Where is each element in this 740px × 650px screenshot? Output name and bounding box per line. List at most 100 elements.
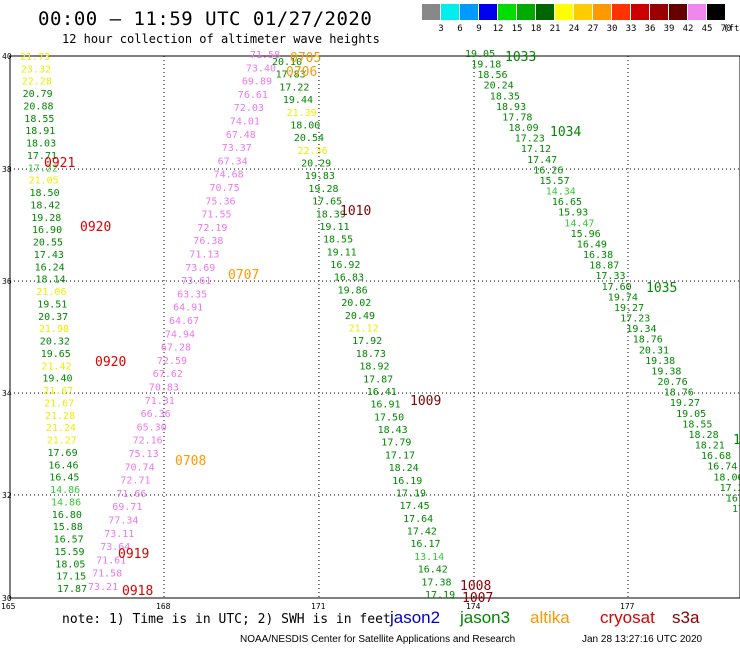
wave-height-value: 73.64 [100, 542, 130, 553]
wave-height-value: 64.67 [169, 316, 199, 327]
wave-height-value: 19.44 [283, 95, 313, 106]
wave-height-value: 64.91 [173, 303, 203, 314]
wave-height-value: 17.19 [396, 489, 426, 500]
wave-height-value: 18.55 [682, 419, 712, 430]
wave-height-value: 16.65 [552, 197, 582, 208]
wave-height-value: 18.55 [24, 114, 54, 125]
wave-height-value: 22.28 [22, 77, 52, 88]
pass-time-label: 0707 [228, 268, 259, 283]
pass-time-label: 1009 [410, 394, 441, 409]
wave-height-value: 21.27 [47, 436, 77, 447]
wave-height-value: 19.05 [465, 49, 495, 60]
wave-height-value: 14.47 [564, 218, 594, 229]
wave-height-value: 17.79 [381, 438, 411, 449]
wave-height-value: 21.05 [29, 176, 59, 187]
wave-height-value: 19.38 [645, 356, 675, 367]
wave-height-value: 17.83 [276, 70, 306, 81]
wave-height-value: 17.69 [48, 448, 78, 459]
wave-height-value: 16.68 [701, 451, 731, 462]
wave-height-value: 73.11 [104, 529, 134, 540]
colorbar-unit: (ft) [723, 24, 740, 34]
wave-height-value: 17.50 [374, 412, 404, 423]
wave-height-value: 21.24 [46, 423, 76, 434]
credit-line: NOAA/NESDIS Center for Satellite Applica… [240, 634, 516, 645]
wave-height-value: 74.94 [165, 329, 195, 340]
wave-height-value: 21.98 [39, 324, 69, 335]
footer-note: note: 1) Time is in UTC; 2) SWH is in fe… [62, 612, 391, 627]
wave-height-value: 18.03 [26, 139, 56, 150]
colorbar-swatch [536, 4, 554, 20]
wave-height-value: 19.34 [626, 324, 656, 335]
wave-height-value: 17.23 [620, 314, 650, 325]
latitude-label: 40 [2, 52, 12, 61]
wave-height-value: 19.27 [670, 398, 700, 409]
track-layer: 21.7323.3222.2820.7920.8818.5518.9118.03… [20, 49, 740, 601]
wave-height-value: 18.87 [589, 261, 619, 272]
colorbar-swatch [688, 4, 706, 20]
wave-height-value: 76.61 [238, 90, 268, 101]
colorbar-tick-label: 33 [625, 24, 637, 34]
wave-height-value: 16.83 [334, 273, 364, 284]
colorbar-swatch [517, 4, 535, 20]
wave-height-value: 17.38 [421, 577, 451, 588]
map-title: 00:00 – 11:59 UTC 01/27/2020 [38, 8, 373, 30]
wave-height-value: 15.88 [53, 522, 83, 533]
wave-height-value: 71.58 [250, 50, 280, 61]
wave-height-value: 74.68 [214, 170, 244, 181]
wave-height-value: 17.19 [425, 590, 455, 601]
colorbar-tick-label: 39 [663, 24, 675, 34]
wave-height-value: 21.12 [349, 324, 379, 335]
wave-height-value: 20.49 [345, 311, 375, 322]
wave-height-value: 16.17 [410, 539, 440, 550]
pass-time-label: 1010 [340, 204, 371, 219]
colorbar-tick-label: 6 [457, 24, 463, 34]
colorbar-swatch [422, 4, 440, 20]
colorbar-tick-label: 21 [549, 24, 561, 34]
wave-height-value: 67.28 [161, 343, 191, 354]
wave-height-value: 17.17 [385, 450, 415, 461]
legend-altika: altika [530, 608, 570, 627]
wave-height-value: 21.67 [43, 386, 73, 397]
wave-height-value: 72.59 [157, 356, 187, 367]
wave-height-value: 18.73 [356, 349, 386, 360]
wave-height-value: 18.24 [389, 463, 419, 474]
wave-height-value: 21.28 [45, 411, 75, 422]
wave-height-value: 19.11 [327, 247, 357, 258]
longitude-label: 174 [466, 602, 481, 611]
colorbar-tick-label: 70 [720, 24, 732, 34]
wave-height-value: 71.13 [189, 250, 219, 261]
wave-height-value: 73.37 [222, 143, 252, 154]
latitude-label: 32 [2, 491, 12, 500]
pass-time-label: 1008 [460, 579, 491, 594]
colorbar-swatch [555, 4, 573, 20]
wave-height-value: 15.57 [540, 176, 570, 187]
wave-height-value: 17.87 [57, 584, 87, 595]
wave-height-value: 16.80 [52, 510, 82, 521]
wave-height-value: 19.28 [31, 213, 61, 224]
wave-height-value: 19.74 [608, 292, 638, 303]
wave-height-value: 71.58 [92, 569, 122, 580]
wave-height-value: 20.29 [301, 159, 331, 170]
wave-height-value: 14.86 [50, 485, 80, 496]
wave-height-value: 16.38 [583, 250, 613, 261]
generated-timestamp: Jan 28 13:27:16 UTC 2020 [582, 634, 703, 645]
colorbar-swatch [612, 4, 630, 20]
wave-height-value: 17.15 [56, 572, 86, 583]
wave-height-value: 16.26 [533, 165, 563, 176]
wave-height-value: 19.27 [614, 303, 644, 314]
wave-height-value: 16.41 [367, 387, 397, 398]
wave-height-value: 67.62 [153, 369, 183, 380]
wave-height-value: 17.64 [403, 514, 433, 525]
wave-height-value: 16.7 [726, 493, 740, 504]
wave-height-value: 18.42 [30, 201, 60, 212]
wave-height-value: 20.76 [658, 377, 688, 388]
wave-height-value: 18.56 [477, 70, 507, 81]
colorbar-tick-label: 27 [587, 24, 599, 34]
colorbar-swatch [460, 4, 478, 20]
latitude-label: 30 [2, 594, 12, 603]
wave-height-value: 17.22 [279, 82, 309, 93]
colorbar-swatch [631, 4, 649, 20]
wave-height-value: 19.65 [41, 349, 71, 360]
wave-height-value: 21.67 [44, 398, 74, 409]
